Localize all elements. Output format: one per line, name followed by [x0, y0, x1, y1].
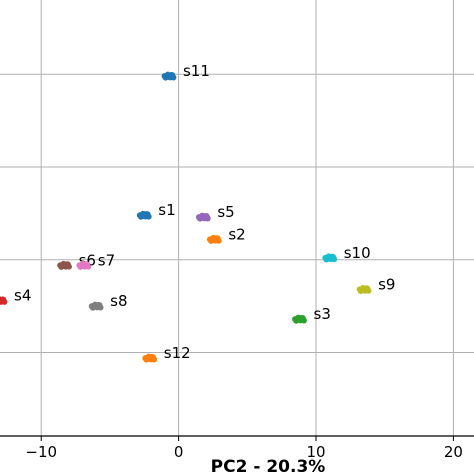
point-label: s2	[228, 225, 245, 243]
point-cluster-s7: s7	[76, 251, 115, 270]
point-label: s8	[110, 292, 127, 310]
point-label: s11	[183, 62, 210, 80]
point-label: s3	[314, 305, 331, 323]
point-marker	[204, 215, 211, 222]
x-tick-label: 10	[306, 443, 325, 461]
point-cluster-s3: s3	[292, 305, 331, 324]
point-marker	[65, 263, 72, 270]
point-marker	[365, 287, 372, 294]
point-label: s4	[14, 287, 31, 305]
point-marker	[151, 356, 158, 363]
x-axis-ticks: −10 0 10 20	[25, 436, 463, 461]
grid-lines	[0, 0, 474, 436]
point-marker	[97, 304, 104, 311]
x-tick-label: 20	[444, 443, 463, 461]
point-cluster-s5: s5	[195, 203, 235, 222]
point-label: s5	[217, 203, 234, 221]
point-cluster-s11: s11	[161, 62, 210, 81]
point-label: s1	[158, 201, 175, 219]
x-axis-title: PC2 - 20.3%	[211, 457, 326, 474]
point-cluster-s2: s2	[206, 225, 246, 244]
data-points: s11 s1 s5 s2 s6 s7 s4 s8 s10 s9 s3 s12	[0, 62, 395, 363]
point-label: s10	[344, 244, 371, 262]
point-cluster-s1: s1	[136, 201, 176, 220]
point-label: s7	[98, 251, 115, 269]
point-marker	[300, 317, 307, 324]
point-cluster-s8: s8	[88, 292, 128, 311]
point-label: s12	[164, 344, 191, 362]
point-marker	[1, 298, 8, 305]
point-marker	[170, 74, 177, 81]
x-tick-label: −10	[25, 443, 57, 461]
point-marker	[85, 263, 92, 270]
point-marker	[145, 213, 152, 220]
point-cluster-s6: s6	[57, 251, 96, 270]
point-cluster-s12: s12	[142, 344, 191, 363]
point-cluster-s10: s10	[322, 244, 371, 263]
point-marker	[215, 237, 222, 244]
point-cluster-s9: s9	[356, 275, 395, 295]
x-tick-label: 0	[174, 443, 184, 461]
point-cluster-s4: s4	[0, 287, 31, 305]
point-label: s9	[378, 275, 395, 293]
point-marker	[331, 256, 338, 263]
